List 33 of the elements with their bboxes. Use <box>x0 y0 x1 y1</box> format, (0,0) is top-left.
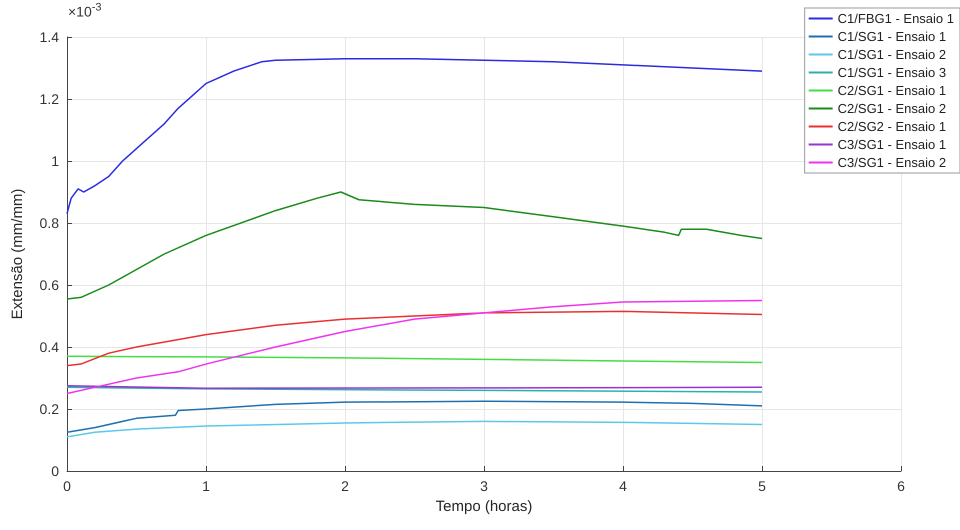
y-tick-label: 1.4 <box>40 29 60 45</box>
x-tick-label: 6 <box>897 478 906 494</box>
line-series <box>66 191 763 300</box>
x-tick-label: 2 <box>341 478 350 494</box>
legend-label: C2/SG2 - Ensaio 1 <box>838 119 946 134</box>
line-series <box>66 420 763 438</box>
x-tick-label: 3 <box>480 478 488 494</box>
x-tick-label: 4 <box>619 478 628 494</box>
legend-label: C1/SG1 - Ensaio 3 <box>838 65 946 80</box>
y-axis-title: Extensão (mm/mm) <box>9 188 26 320</box>
legend-label: C1/FBG1 - Ensaio 1 <box>838 11 954 26</box>
line-series <box>66 58 763 214</box>
legend-label: C2/SG1 - Ensaio 1 <box>838 83 946 98</box>
y-tick-label: 0.2 <box>40 401 60 417</box>
legend-label: C3/SG1 - Ensaio 2 <box>838 155 946 170</box>
legend-label: C1/SG1 - Ensaio 1 <box>838 29 946 44</box>
x-axis-title: Tempo (horas) <box>436 498 532 515</box>
x-tick-label: 1 <box>202 478 210 494</box>
y-tick-label: 1.2 <box>40 91 60 107</box>
legend-label: C1/SG1 - Ensaio 2 <box>838 47 946 62</box>
x-tick-label: 5 <box>758 478 766 494</box>
y-tick-label: 0.4 <box>40 339 60 355</box>
y-tick-label: 0 <box>51 463 60 479</box>
line-series <box>66 356 763 364</box>
line-series <box>66 310 763 366</box>
line-series <box>66 400 763 433</box>
legend-label: C2/SG1 - Ensaio 2 <box>838 101 946 116</box>
x-tick-label: 0 <box>63 478 72 494</box>
y-tick-label: 1 <box>51 153 60 169</box>
legend-label: C3/SG1 - Ensaio 1 <box>838 137 946 152</box>
y-tick-label: 0.6 <box>40 277 60 293</box>
line-series <box>66 300 763 394</box>
y-tick-label: 0.8 <box>40 215 60 231</box>
